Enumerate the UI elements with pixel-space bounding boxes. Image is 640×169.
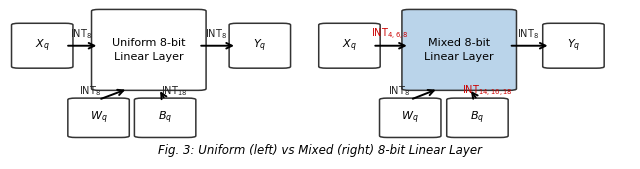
Text: $\mathrm{INT}_8$: $\mathrm{INT}_8$ <box>205 27 227 41</box>
Text: $X_q$: $X_q$ <box>342 38 357 54</box>
Text: $W_q$: $W_q$ <box>401 110 419 126</box>
Text: $B_q$: $B_q$ <box>470 110 484 126</box>
FancyBboxPatch shape <box>319 23 380 68</box>
FancyBboxPatch shape <box>402 9 516 90</box>
FancyBboxPatch shape <box>12 23 73 68</box>
Text: $\mathrm{INT}_{14,16,18}$: $\mathrm{INT}_{14,16,18}$ <box>462 84 513 99</box>
Text: $\mathrm{INT}_8$: $\mathrm{INT}_8$ <box>79 84 100 98</box>
Text: Mixed 8-bit
Linear Layer: Mixed 8-bit Linear Layer <box>424 38 494 62</box>
Text: Uniform 8-bit
Linear Layer: Uniform 8-bit Linear Layer <box>112 38 186 62</box>
FancyBboxPatch shape <box>543 23 604 68</box>
Text: $Y_q$: $Y_q$ <box>253 38 266 54</box>
Text: $\mathrm{INT}_{4,6,8}$: $\mathrm{INT}_{4,6,8}$ <box>371 26 409 42</box>
FancyBboxPatch shape <box>380 98 441 137</box>
FancyBboxPatch shape <box>447 98 508 137</box>
Text: $\mathrm{INT}_8$: $\mathrm{INT}_8$ <box>388 84 410 98</box>
FancyBboxPatch shape <box>68 98 129 137</box>
Text: Fig. 3: Uniform (left) vs Mixed (right) 8-bit Linear Layer: Fig. 3: Uniform (left) vs Mixed (right) … <box>158 144 482 157</box>
Text: $W_q$: $W_q$ <box>90 110 108 126</box>
FancyBboxPatch shape <box>92 9 206 90</box>
Text: $\mathrm{INT}_8$: $\mathrm{INT}_8$ <box>517 27 539 41</box>
Text: $\mathrm{INT}_8$: $\mathrm{INT}_8$ <box>70 27 92 41</box>
FancyBboxPatch shape <box>134 98 196 137</box>
Text: $B_q$: $B_q$ <box>158 110 172 126</box>
FancyBboxPatch shape <box>229 23 291 68</box>
Text: $X_q$: $X_q$ <box>35 38 50 54</box>
Text: $\mathrm{INT}_{18}$: $\mathrm{INT}_{18}$ <box>161 84 188 98</box>
Text: $Y_q$: $Y_q$ <box>567 38 580 54</box>
